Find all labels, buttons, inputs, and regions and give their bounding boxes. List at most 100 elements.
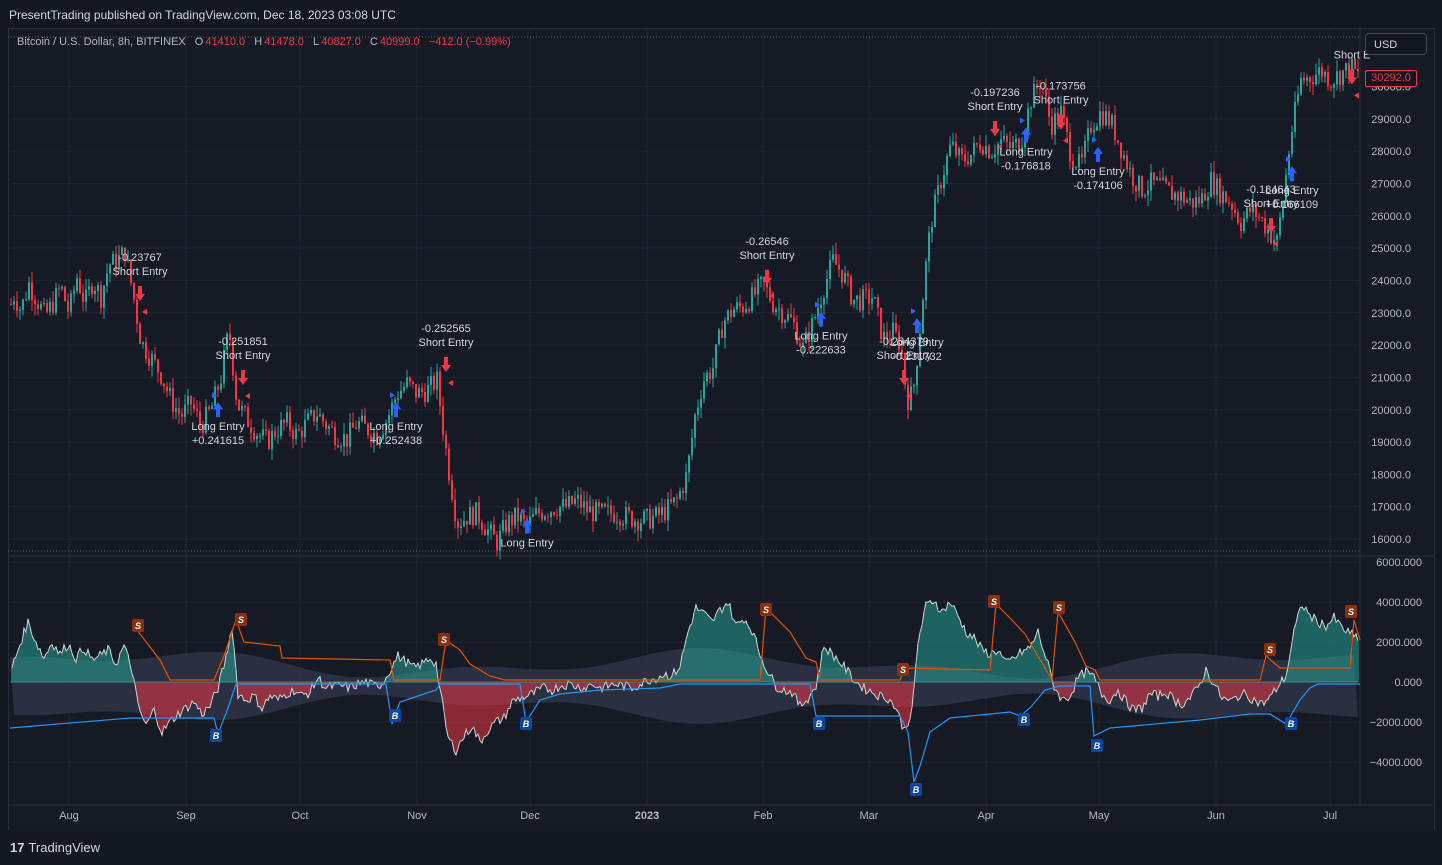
candle-body [502, 520, 504, 531]
candle-body [661, 507, 663, 515]
sell-marker-bg [235, 613, 247, 626]
candle-body [595, 501, 597, 522]
candle-body [1273, 240, 1275, 244]
candle-body [1219, 178, 1221, 204]
candle-body [1126, 155, 1128, 170]
candle-body [400, 390, 402, 399]
price-tick-label: 23000.0 [1371, 308, 1411, 320]
candle-body [1150, 172, 1152, 191]
candle-body [1261, 217, 1263, 219]
short-marker-icon [1063, 137, 1068, 144]
buy-marker-icon: B [910, 783, 922, 796]
candle-body [928, 232, 930, 262]
candle-body [1255, 204, 1257, 218]
candle-body [1330, 86, 1332, 88]
candle-body [787, 314, 789, 321]
candle-body [748, 308, 750, 312]
sell-marker-icon: S [1264, 643, 1276, 656]
long-marker-icon [911, 308, 916, 315]
candle-body [532, 514, 534, 517]
candle-body [967, 161, 969, 165]
candle-body [298, 428, 300, 431]
trade-signals: Short Entry -0.23767 Long Entry +0.241615 Sh… [112, 49, 1370, 549]
candle-body [331, 426, 333, 428]
sell-marker-glyph: S [441, 635, 447, 645]
candle-body [895, 322, 897, 332]
buy-marker-icon: B [520, 717, 532, 730]
sell-marker-glyph: S [991, 597, 997, 607]
candle-body [142, 342, 144, 345]
candle-body [1162, 177, 1164, 181]
candle-body [1237, 212, 1239, 223]
candle-body [520, 514, 522, 522]
candle-body [76, 278, 78, 291]
candle-body [523, 514, 525, 519]
candle-body [1267, 229, 1269, 234]
candle-body [706, 372, 708, 382]
candle-body [364, 415, 366, 424]
candle-body [643, 511, 645, 523]
osc-tick-label: 6000.000 [1376, 557, 1422, 569]
signal-pnl: +0.241615 [192, 435, 244, 447]
close-label: C [369, 36, 378, 48]
candle-body [625, 507, 627, 524]
long-entry-arrow-icon [391, 402, 401, 418]
candle-body [316, 416, 318, 422]
candle-body [1135, 185, 1137, 192]
candle-body [676, 497, 678, 499]
tradingview-logo[interactable]: 17 TradingView [10, 840, 100, 855]
candle-body [283, 420, 285, 423]
candle-body [613, 513, 615, 523]
candle-body [430, 375, 432, 385]
candle-body [628, 507, 630, 512]
short-marker-icon [1273, 241, 1278, 248]
candle-body [679, 490, 681, 499]
candle-body [52, 301, 54, 313]
candle-body [268, 431, 270, 449]
candle-body [1342, 70, 1344, 85]
price-tick-label: 18000.0 [1371, 469, 1411, 481]
signal-pnl: -0.173756 [1036, 81, 1086, 93]
candle-body [805, 332, 807, 343]
candle-body [1159, 178, 1161, 181]
candle-body [1189, 198, 1191, 201]
time-tick-label: 2023 [635, 810, 659, 822]
candle-body [55, 288, 57, 313]
signal-pnl: -0.23767 [118, 252, 161, 264]
candle-body [724, 320, 726, 338]
candle-body [478, 502, 480, 523]
candle-body [721, 329, 723, 338]
candle-body [325, 421, 327, 429]
candle-body [1282, 201, 1284, 218]
signal-label: Long Entry [191, 421, 245, 433]
long-entry-arrow-icon [1287, 166, 1297, 182]
time-tick-label: May [1089, 810, 1110, 822]
candle-body [124, 247, 126, 261]
candle-body [997, 144, 999, 155]
price-tick-label: 26000.0 [1371, 211, 1411, 223]
sell-marker-bg [1264, 643, 1276, 656]
candle-body [658, 507, 660, 515]
candle-body [607, 505, 609, 507]
candle-body [379, 438, 381, 445]
currency-button[interactable]: USD [1365, 33, 1427, 55]
long-marker-icon [1286, 156, 1291, 163]
candle-body [697, 407, 699, 415]
price-tick-label: 19000.0 [1371, 437, 1411, 449]
candle-body [988, 145, 990, 159]
candle-body [1249, 207, 1251, 213]
candle-body [640, 522, 642, 531]
candle-body [256, 435, 258, 440]
candle-body [1093, 130, 1095, 133]
candle-body [1336, 71, 1338, 85]
candle-body [457, 521, 459, 528]
candle-body [43, 303, 45, 305]
candle-body [340, 446, 342, 448]
candle-body [160, 372, 162, 384]
candle-body [751, 287, 753, 312]
candle-body [433, 375, 435, 390]
time-tick-label: Apr [977, 810, 994, 822]
candle-body [1144, 195, 1146, 197]
candle-body [535, 507, 537, 515]
